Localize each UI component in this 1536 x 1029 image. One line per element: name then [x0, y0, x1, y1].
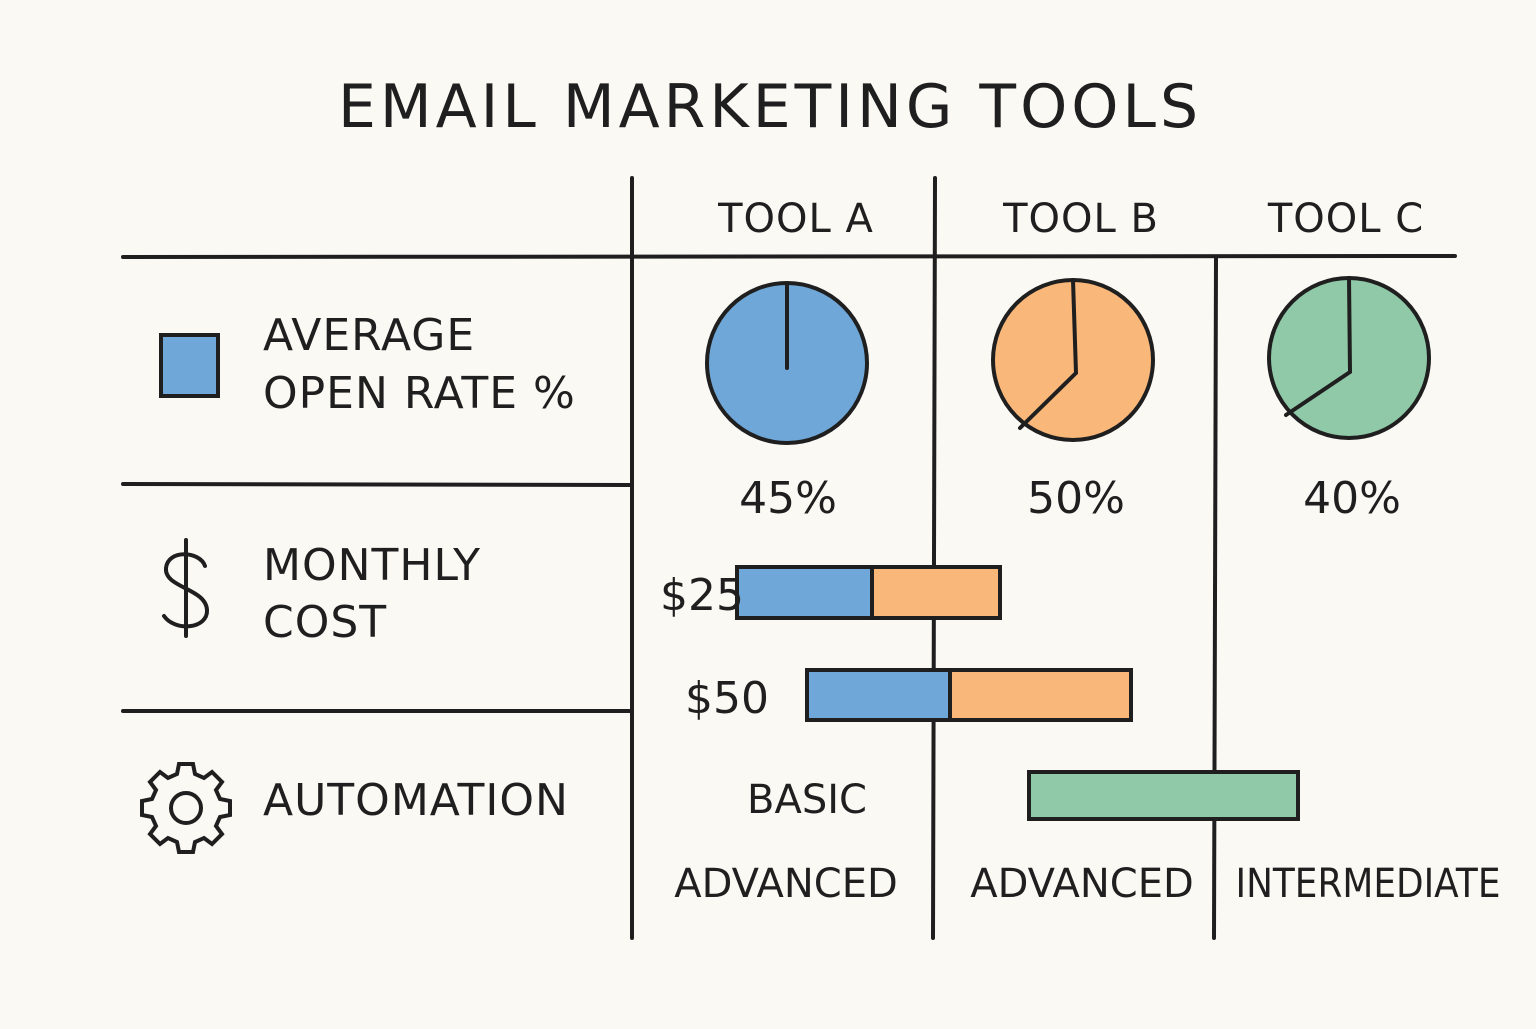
open-rate-value-tool-c: 40%: [1303, 473, 1401, 524]
automation-bar: [1027, 770, 1300, 821]
divider-row-1: [121, 482, 632, 487]
cost-bar-50-orange: [950, 670, 1131, 720]
chart-title: EMAIL MARKETING TOOLS: [338, 72, 1202, 142]
open-rate-pie-tool-b: [991, 278, 1155, 442]
open-rate-value-tool-b: 50%: [1027, 473, 1125, 524]
divider-vertical-2: [931, 176, 937, 940]
cost-bar-25-outline: [735, 565, 1002, 620]
column-header-tool-b: TOOL B: [1002, 196, 1159, 242]
table-grid: [121, 176, 1457, 940]
gear-outline: [140, 762, 232, 854]
gear-hub: [169, 791, 203, 825]
cost-bar-50-outline: [805, 668, 1133, 722]
automation-level-tool-b: ADVANCED: [970, 861, 1194, 907]
column-header-tool-a: TOOL A: [717, 196, 874, 242]
row-label-open-rate-line1: AVERAGE: [263, 310, 475, 361]
square-icon: [159, 333, 220, 398]
gear-icon: [140, 762, 232, 854]
automation-level-tool-c: INTERMEDIATE: [1236, 861, 1501, 907]
row-label-cost-line2: COST: [263, 597, 387, 648]
divider-header: [121, 254, 1457, 259]
row-label-open-rate-line2: OPEN RATE %: [263, 368, 576, 419]
cost-bar-50-blue: [807, 670, 950, 720]
divider-vertical-3: [1212, 256, 1218, 940]
row-label-cost-line1: MONTHLY: [263, 540, 481, 591]
pie-marker-line: [1284, 276, 1353, 417]
cost-bar-25: [735, 565, 1002, 620]
cost-bar-50: [805, 668, 1133, 722]
automation-level-tool-a: ADVANCED: [674, 861, 898, 907]
open-rate-pie-tool-c: [1267, 276, 1431, 440]
dollar-icon: [162, 538, 210, 638]
open-rate-value-tool-a: 45%: [739, 473, 837, 524]
cost-bar-25-blue: [737, 567, 872, 618]
cost-label-25: $25: [660, 570, 744, 621]
cost-bar-25-orange: [872, 567, 1000, 618]
pie-marker-line: [1018, 278, 1079, 430]
open-rate-pie-tool-a: [705, 281, 869, 445]
row-label-automation: AUTOMATION: [263, 775, 569, 826]
column-header-tool-c: TOOL C: [1267, 196, 1424, 242]
automation-level-basic: BASIC: [747, 777, 867, 823]
cost-label-50: $50: [685, 673, 769, 724]
